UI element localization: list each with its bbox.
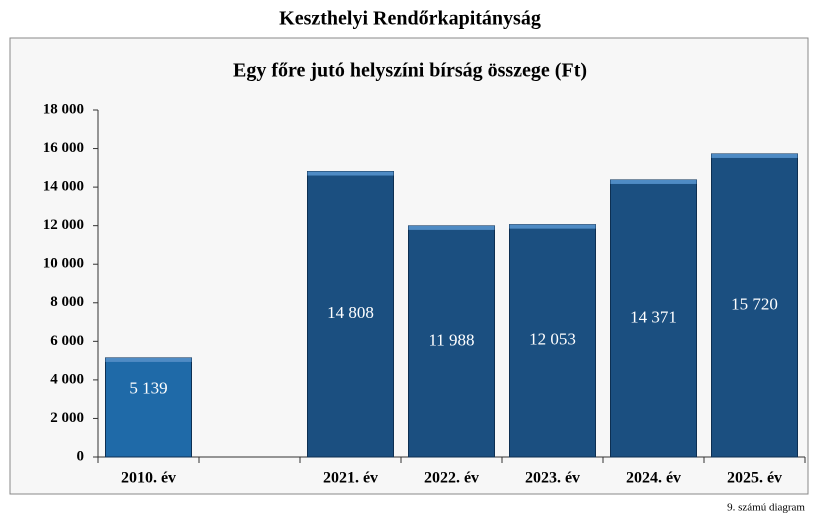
value-label: 5 139 [129,378,167,397]
y-tick-label: 12 000 [43,217,84,233]
x-tick-label: 2025. év [727,470,782,487]
y-tick-label: 10 000 [43,256,84,272]
x-tick-label: 2010. év [121,470,176,487]
x-tick-label: 2023. év [525,470,580,487]
page: {"header": {"title": "Keszthelyi Rendőrk… [0,0,817,522]
chart-title: Egy főre jutó helyszíni bírság összege (… [233,60,587,82]
chart: Keszthelyi Rendőrkapitányság Egy főre ju… [0,0,817,522]
x-tick-label: 2022. év [424,470,479,487]
value-label: 12 053 [529,330,576,349]
bar-highlight [106,358,192,362]
x-tick-label: 2024. év [626,470,681,487]
bar-highlight [308,172,394,176]
y-tick-label: 6 000 [50,333,84,349]
y-tick-label: 0 [77,448,85,464]
bar-highlight [712,154,798,158]
value-label: 14 808 [327,303,374,322]
caption: 9. számú diagram [727,502,805,514]
y-tick-label: 8 000 [50,294,84,310]
value-label: 11 988 [428,330,474,349]
page-title: Keszthelyi Rendőrkapitányság [279,8,541,30]
bar [106,358,192,457]
bar-highlight [409,226,495,230]
value-label: 14 371 [630,307,677,326]
x-tick-label: 2021. év [323,470,378,487]
y-tick-label: 16 000 [43,140,84,156]
y-tick-label: 4 000 [50,371,84,387]
y-tick-label: 18 000 [43,101,84,117]
value-label: 15 720 [731,294,778,313]
y-tick-label: 2 000 [50,410,84,426]
y-tick-label: 14 000 [43,179,84,195]
bar-highlight [611,180,697,184]
bar-highlight [510,225,596,229]
